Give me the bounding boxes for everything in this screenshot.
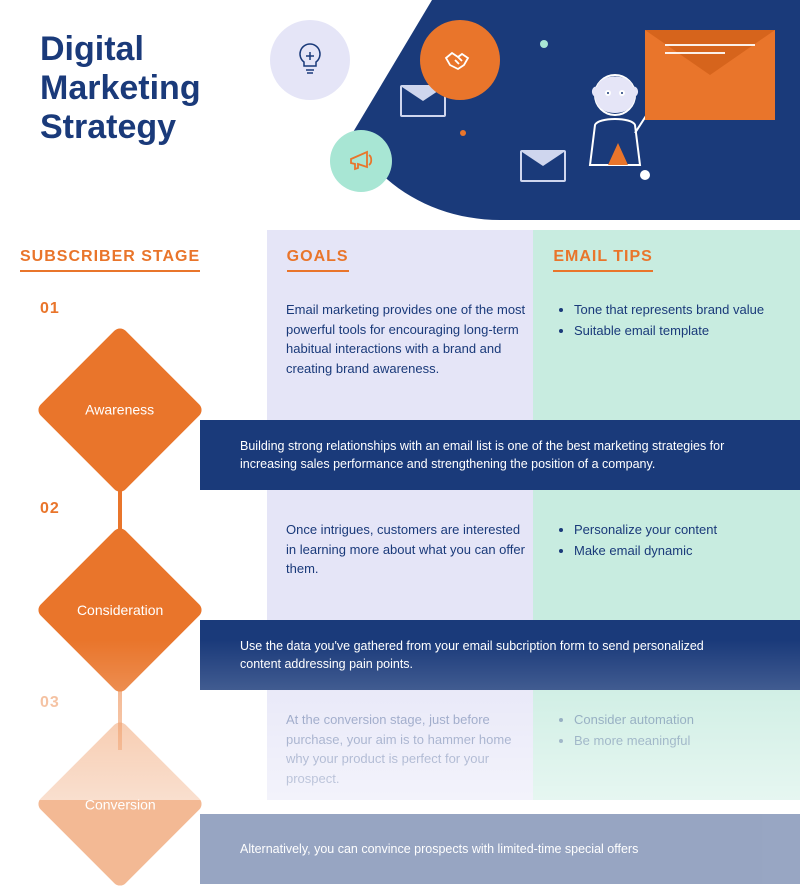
tips-list: Personalize your content Make email dyna… [556,520,776,562]
tip-item: Suitable email template [574,321,776,342]
col-head-subscriber: SUBSCRIBER STAGE [20,248,200,272]
goal-text: Email marketing provides one of the most… [286,300,526,378]
arrow-bar: Alternatively, you can convince prospect… [200,814,800,884]
stage-number: 03 [40,694,60,712]
arrow-text: Building strong relationships with an em… [240,437,740,473]
stage-number: 02 [40,500,60,518]
tip-item: Tone that represents brand value [574,300,776,321]
goal-text: At the conversion stage, just before pur… [286,710,526,788]
lightbulb-icon [270,20,350,100]
megaphone-icon [330,130,392,192]
envelope-small-icon [520,150,566,182]
stage-label: Conversion [85,796,156,812]
tip-item: Consider automation [574,710,776,731]
envelope-large-icon [645,30,775,120]
tip-item: Be more meaningful [574,731,776,752]
col-head-tips: EMAIL TIPS [553,248,653,272]
stage-label: Consideration [77,602,163,618]
tip-item: Make email dynamic [574,541,776,562]
goal-text: Once intrigues, customers are interested… [286,520,526,579]
page-title: Digital Marketing Strategy [40,30,201,147]
decor-dot [540,40,548,48]
decor-dot [460,130,466,136]
stage-number: 01 [40,300,60,318]
tips-list: Consider automation Be more meaningful [556,710,776,752]
tips-list: Tone that represents brand value Suitabl… [556,300,776,342]
arrow-text: Alternatively, you can convince prospect… [240,840,638,858]
arrow-bar: Use the data you've gathered from your e… [200,620,800,690]
tip-item: Personalize your content [574,520,776,541]
arrow-bar: Building strong relationships with an em… [200,420,800,490]
arrow-text: Use the data you've gathered from your e… [240,637,740,673]
handshake-icon [420,20,500,100]
col-head-goals: GOALS [287,248,349,272]
page-title-text: Digital Marketing Strategy [40,30,201,146]
stage-label: Awareness [85,402,154,418]
